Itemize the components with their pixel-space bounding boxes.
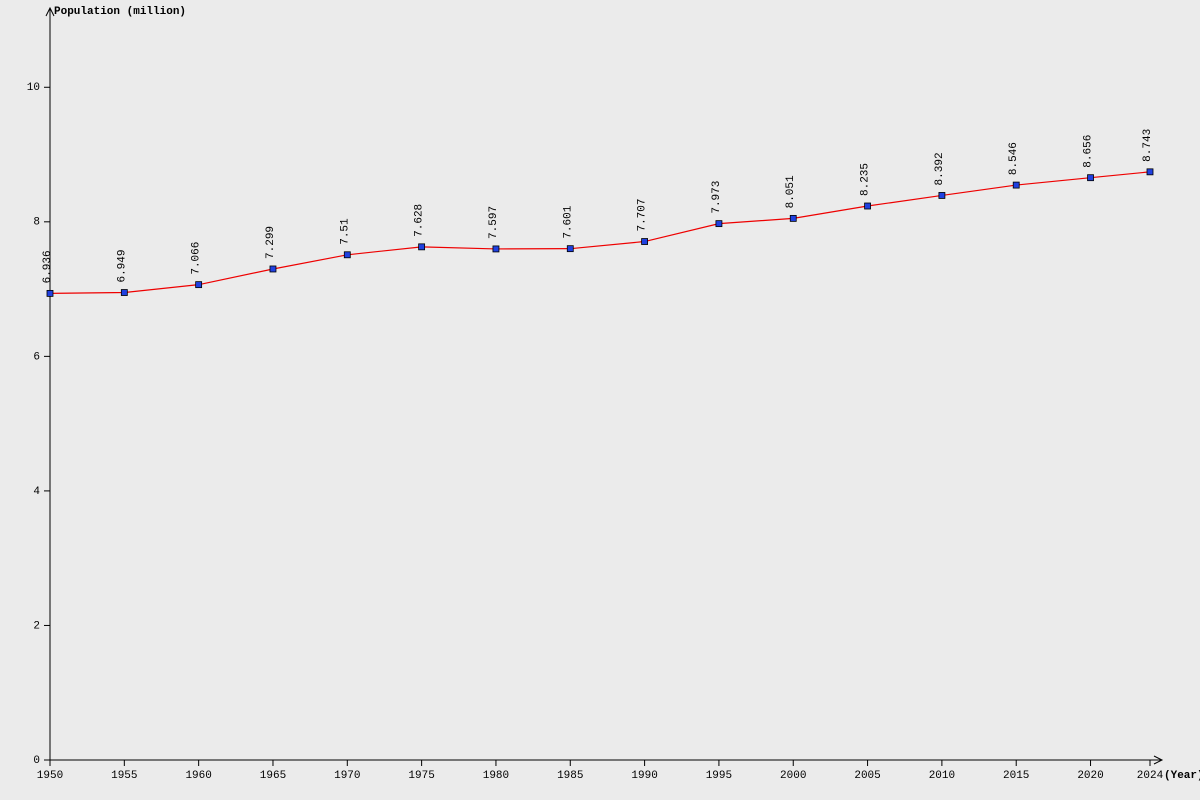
x-tick-label: 2000: [780, 770, 806, 782]
data-point-label: 7.601: [562, 205, 574, 238]
data-point: [1147, 169, 1153, 175]
data-point: [196, 282, 202, 288]
data-point-label: 8.392: [934, 152, 946, 185]
x-axis-title: (Year): [1164, 770, 1200, 782]
data-point: [47, 290, 53, 296]
data-point: [493, 246, 499, 252]
x-tick-label: 2015: [1003, 770, 1029, 782]
x-tick-label: 1970: [334, 770, 360, 782]
x-tick-label: 2005: [854, 770, 880, 782]
data-point: [419, 244, 425, 250]
x-tick-label: 1975: [408, 770, 434, 782]
data-point: [642, 239, 648, 245]
data-point-label: 6.949: [116, 250, 128, 283]
data-point-label: 7.597: [488, 206, 500, 239]
x-tick-label: 1980: [483, 770, 509, 782]
data-point: [270, 266, 276, 272]
x-tick-label: 1995: [706, 770, 732, 782]
data-point-label: 7.299: [265, 226, 277, 259]
y-axis-title: Population (million): [54, 6, 186, 18]
x-tick-label: 2024: [1137, 770, 1164, 782]
y-tick-label: 6: [33, 351, 40, 363]
x-tick-label: 1955: [111, 770, 137, 782]
x-tick-label: 1965: [260, 770, 286, 782]
y-tick-label: 2: [33, 620, 40, 632]
data-point: [344, 252, 350, 258]
data-point-label: 6.936: [42, 250, 54, 283]
data-point: [939, 192, 945, 198]
y-tick-label: 8: [33, 217, 40, 229]
x-tick-label: 1985: [557, 770, 583, 782]
x-tick-label: 1950: [37, 770, 63, 782]
x-tick-label: 1960: [185, 770, 211, 782]
x-tick-label: 2010: [929, 770, 955, 782]
y-tick-label: 0: [33, 755, 40, 767]
data-point: [121, 290, 127, 296]
data-point-label: 8.235: [860, 163, 872, 196]
data-point-label: 8.656: [1083, 135, 1095, 168]
data-point-label: 7.51: [339, 218, 351, 245]
data-point-label: 7.066: [191, 242, 203, 275]
data-point-label: 7.628: [414, 204, 426, 237]
population-line-chart: 0 2 4 6 8 10 1950 1955 1960 1965 1970 1975 1980 1985 1…: [0, 0, 1200, 800]
data-point: [567, 246, 573, 252]
y-tick-label: 4: [33, 486, 40, 498]
x-tick-label: 2020: [1077, 770, 1103, 782]
data-point: [865, 203, 871, 209]
data-point: [716, 221, 722, 227]
data-point: [790, 215, 796, 221]
chart-background: [0, 0, 1200, 800]
x-tick-label: 1990: [631, 770, 657, 782]
data-point-label: 7.707: [637, 199, 649, 232]
data-point-label: 8.743: [1142, 129, 1154, 162]
data-point: [1013, 182, 1019, 188]
data-point-label: 8.546: [1008, 142, 1020, 175]
data-point-label: 8.051: [785, 175, 797, 208]
data-point-label: 7.973: [711, 181, 723, 214]
y-tick-label: 10: [27, 82, 40, 94]
data-point: [1088, 175, 1094, 181]
